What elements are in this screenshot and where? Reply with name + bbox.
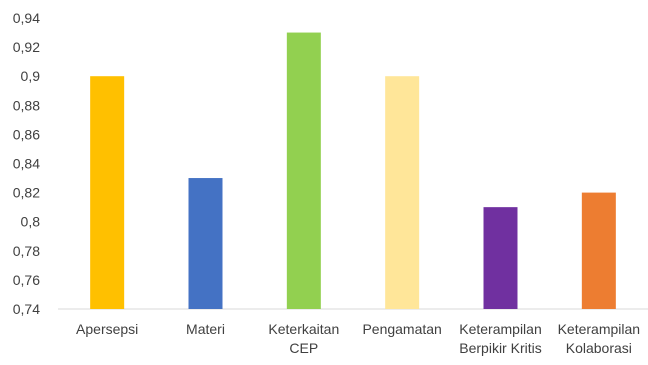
x-tick-label: Pengamatan	[362, 321, 441, 337]
bar	[188, 178, 223, 309]
y-tick-label: 0,9	[21, 68, 41, 84]
x-tick-label: Apersepsi	[76, 321, 138, 337]
bar	[90, 76, 125, 309]
y-axis-ticks: 0,74 0,76 0,78 0,8 0,82 0,84 0,86 0,88 0,9 0,92 0,…	[13, 10, 40, 317]
bar	[483, 207, 518, 309]
bars	[90, 32, 616, 310]
x-tick-label: Materi	[186, 321, 225, 337]
bar	[385, 76, 420, 309]
y-tick-label: 0,86	[13, 126, 40, 142]
y-tick-label: 0,94	[13, 10, 40, 26]
y-tick-label: 0,92	[13, 39, 40, 55]
x-tick-label: Keterampilan	[459, 321, 542, 337]
y-tick-label: 0,78	[13, 243, 40, 259]
y-tick-label: 0,8	[21, 214, 41, 230]
x-tick-label: Keterampilan	[558, 321, 641, 337]
x-tick-label: Berpikir Kritis	[459, 340, 541, 356]
bar	[581, 192, 616, 309]
x-axis-labels: Apersepsi Materi Keterkaitan CEP Pengamatan K…	[76, 321, 640, 356]
x-tick-label: Keterkaitan	[268, 321, 339, 337]
x-tick-label: Kolaborasi	[566, 340, 632, 356]
y-tick-label: 0,82	[13, 185, 40, 201]
y-tick-label: 0,88	[13, 97, 40, 113]
y-tick-label: 0,74	[13, 301, 40, 317]
y-tick-label: 0,84	[13, 156, 40, 172]
bar	[286, 32, 321, 310]
y-tick-label: 0,76	[13, 272, 40, 288]
x-tick-label: CEP	[289, 340, 318, 356]
